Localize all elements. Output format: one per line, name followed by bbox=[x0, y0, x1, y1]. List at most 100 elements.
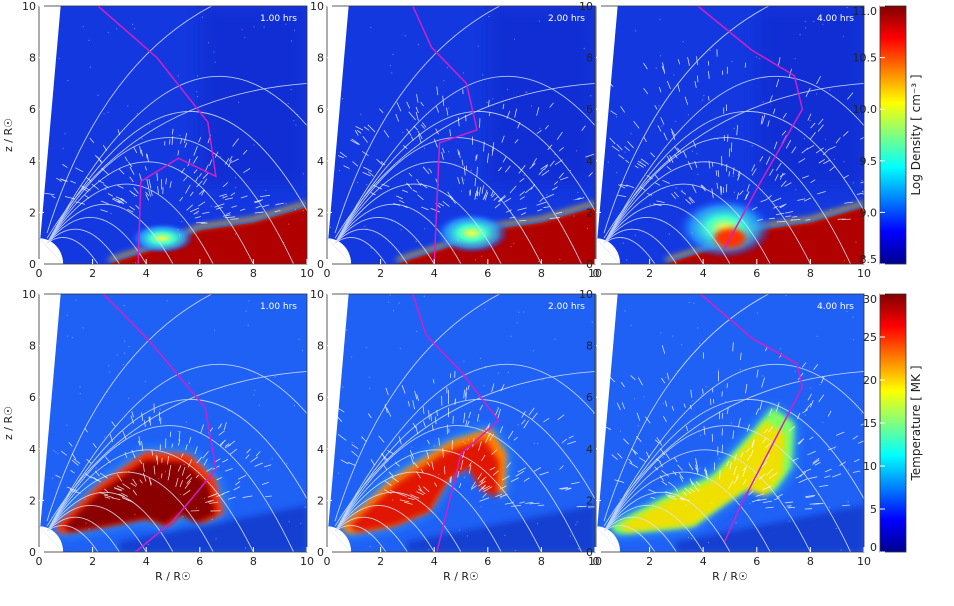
y-tick-label: 4 bbox=[317, 155, 324, 168]
noise-dot bbox=[538, 261, 539, 262]
noise-dot bbox=[424, 148, 425, 149]
noise-dot bbox=[795, 189, 796, 190]
noise-dot bbox=[537, 523, 538, 524]
noise-dot bbox=[108, 32, 109, 33]
noise-dot bbox=[63, 148, 64, 149]
colorbar-label: Temperature [ MK ] bbox=[909, 365, 923, 481]
y-tick-label: 2 bbox=[586, 206, 593, 219]
noise-dot bbox=[804, 138, 805, 139]
noise-dot bbox=[685, 505, 686, 506]
noise-dot bbox=[182, 516, 183, 517]
noise-dot bbox=[481, 256, 482, 257]
noise-dot bbox=[235, 177, 236, 178]
noise-dot bbox=[630, 133, 631, 134]
noise-dot bbox=[235, 234, 236, 235]
x-tick-label: 0 bbox=[36, 555, 43, 568]
noise-dot bbox=[339, 170, 340, 171]
noise-dot bbox=[259, 405, 260, 406]
noise-dot bbox=[570, 170, 571, 171]
x-axis-label: R / R☉ bbox=[712, 570, 748, 583]
noise-dot bbox=[364, 444, 365, 445]
noise-dot bbox=[265, 190, 266, 191]
noise-dot bbox=[863, 194, 864, 195]
noise-dot bbox=[486, 102, 487, 103]
noise-dot bbox=[663, 403, 664, 404]
x-tick-label: 2 bbox=[89, 267, 96, 280]
noise-dot bbox=[398, 302, 399, 303]
noise-dot bbox=[844, 161, 845, 162]
noise-dot bbox=[822, 422, 823, 423]
noise-dot bbox=[128, 398, 129, 399]
noise-dot bbox=[65, 133, 66, 134]
noise-dot bbox=[196, 507, 197, 508]
noise-dot bbox=[733, 176, 734, 177]
noise-dot bbox=[463, 441, 464, 442]
noise-dot bbox=[129, 346, 130, 347]
noise-dot bbox=[43, 65, 44, 66]
noise-dot bbox=[59, 58, 60, 59]
noise-dot bbox=[416, 241, 417, 242]
noise-dot bbox=[717, 139, 718, 140]
y-tick-label: 8 bbox=[29, 52, 36, 65]
noise-dot bbox=[540, 128, 541, 129]
noise-dot bbox=[228, 410, 229, 411]
x-tick-label: 10 bbox=[300, 555, 314, 568]
noise-dot bbox=[518, 424, 519, 425]
noise-dot bbox=[610, 322, 611, 323]
noise-dot bbox=[85, 499, 86, 500]
noise-dot bbox=[127, 105, 128, 106]
noise-dot bbox=[40, 150, 41, 151]
noise-dot bbox=[180, 494, 181, 495]
noise-dot bbox=[332, 330, 333, 331]
y-axis-label: z / R☉ bbox=[2, 118, 15, 152]
velocity-arrow bbox=[477, 167, 478, 177]
noise-dot bbox=[813, 21, 814, 22]
noise-dot bbox=[303, 210, 304, 211]
noise-dot bbox=[800, 34, 801, 35]
noise-dot bbox=[697, 153, 698, 154]
noise-dot bbox=[67, 315, 68, 316]
noise-dot bbox=[434, 446, 435, 447]
noise-dot bbox=[673, 74, 674, 75]
noise-dot bbox=[659, 19, 660, 20]
noise-dot bbox=[305, 507, 306, 508]
noise-dot bbox=[286, 203, 287, 204]
noise-dot bbox=[468, 439, 469, 440]
noise-dot bbox=[464, 179, 465, 180]
noise-dot bbox=[463, 361, 464, 362]
noise-dot bbox=[387, 526, 388, 527]
velocity-arrow bbox=[453, 416, 454, 424]
noise-dot bbox=[216, 538, 217, 539]
noise-dot bbox=[149, 124, 150, 125]
noise-dot bbox=[135, 262, 136, 263]
noise-dot bbox=[369, 388, 370, 389]
noise-dot bbox=[132, 24, 133, 25]
noise-dot bbox=[215, 62, 216, 63]
noise-dot bbox=[336, 101, 337, 102]
noise-dot bbox=[181, 221, 182, 222]
colorbar-label: Log Density [ cm⁻³ ] bbox=[909, 74, 923, 195]
noise-dot bbox=[485, 309, 486, 310]
noise-dot bbox=[699, 467, 700, 468]
noise-dot bbox=[459, 530, 460, 531]
noise-dot bbox=[575, 524, 576, 525]
noise-dot bbox=[448, 107, 449, 108]
noise-dot bbox=[303, 173, 304, 174]
noise-dot bbox=[675, 121, 676, 122]
y-tick-label: 6 bbox=[317, 103, 324, 116]
noise-dot bbox=[634, 398, 635, 399]
noise-dot bbox=[773, 480, 774, 481]
noise-dot bbox=[562, 442, 563, 443]
x-tick-label: 2 bbox=[377, 267, 384, 280]
noise-dot bbox=[689, 302, 690, 303]
noise-dot bbox=[792, 219, 793, 220]
noise-dot bbox=[559, 259, 560, 260]
noise-dot bbox=[447, 67, 448, 68]
x-tick-label: 4 bbox=[431, 267, 438, 280]
noise-dot bbox=[75, 300, 76, 301]
noise-dot bbox=[498, 407, 499, 408]
noise-dot bbox=[480, 358, 481, 359]
noise-dot bbox=[662, 126, 663, 127]
noise-dot bbox=[424, 296, 425, 297]
